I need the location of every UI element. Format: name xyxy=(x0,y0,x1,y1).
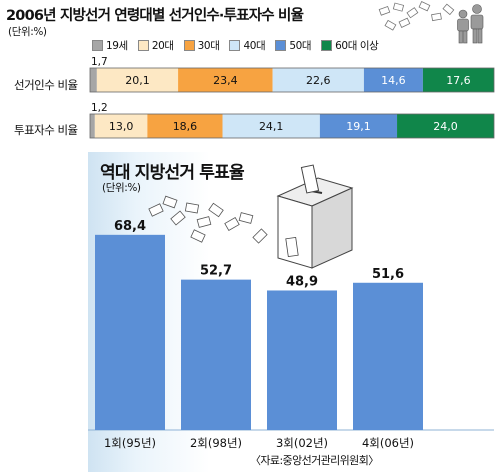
page-title: 2006년 지방선거 연령대별 선거인수·투표자수 비율 xyxy=(6,8,304,24)
legend-label-19: 19세 xyxy=(106,39,128,52)
turnout-value-label-3: 51,6 xyxy=(372,267,404,282)
stacked-label-r1-s2: 18,6 xyxy=(173,120,198,133)
stacked-label-r0-s0: 1,7 xyxy=(91,56,108,68)
turnout-bar-2 xyxy=(267,290,337,430)
legend: 19세 20대 30대 40대 50대 60대 이상 xyxy=(92,38,379,52)
stacked-label-r1-s5: 24,0 xyxy=(433,120,458,133)
stacked-row-outline-0 xyxy=(89,67,495,93)
turnout-category-label-0: 1회(95년) xyxy=(104,436,156,450)
legend-swatch-20s xyxy=(137,39,149,51)
stacked-segment-r0-s5 xyxy=(422,68,494,92)
legend-item-20s: 20대 xyxy=(137,38,174,52)
legend-item-30s: 30대 xyxy=(183,38,220,52)
legend-label-40s: 40대 xyxy=(243,39,266,52)
turnout-category-label-3: 4회(06년) xyxy=(362,436,414,450)
turnout-chart-title: 역대 지방선거 투표율 xyxy=(100,163,245,183)
legend-item-40s: 40대 xyxy=(229,38,266,52)
stacked-segment-r0-s3 xyxy=(272,68,364,92)
legend-swatch-60plus xyxy=(321,39,333,51)
stacked-bars: 1,7 20,1 23,4 22,6 14,6 17,6 1,213,0 18,6 24,1 19… xyxy=(89,56,495,139)
stacked-row-outline-1 xyxy=(89,113,495,139)
stacked-segment-r1-s2 xyxy=(147,114,223,138)
legend-swatch-19 xyxy=(92,39,103,51)
legend-swatch-30s xyxy=(183,39,195,51)
row-label-turnout: 투표자수 비율 xyxy=(14,123,78,137)
ballot-box-icon xyxy=(148,164,354,269)
stacked-label-r1-s4: 19,1 xyxy=(346,120,371,133)
stacked-label-r0-s2: 23,4 xyxy=(213,74,238,87)
stacked-segment-r0-s1 xyxy=(96,68,179,92)
stacked-label-r0-s4: 14,6 xyxy=(381,74,406,87)
stacked-segment-r1-s0 xyxy=(90,114,95,138)
stacked-segment-r1-s3 xyxy=(222,114,320,138)
top-unit-label: (단위:%) xyxy=(8,26,47,38)
turnout-bars: 68,4 1회(95년) 52,7 2회(98년) 48,9 3회(02년) 51,6 4회(… xyxy=(95,219,423,450)
stacked-segment-r1-s1 xyxy=(94,114,148,138)
stacked-label-r1-s3: 24,1 xyxy=(259,120,284,133)
bottom-unit-label: (단위:%) xyxy=(102,182,141,194)
legend-label-20s: 20대 xyxy=(151,39,174,52)
turnout-bar-0 xyxy=(95,234,165,430)
turnout-bar-3 xyxy=(353,282,423,430)
legend-swatch-40s xyxy=(229,39,241,51)
stacked-segment-r0-s0 xyxy=(90,68,97,92)
source-note: 〈자료:중앙선거관리위원회〉 xyxy=(250,454,379,467)
stacked-label-r0-s3: 22,6 xyxy=(306,74,331,87)
legend-item-60plus: 60대 이상 xyxy=(321,38,379,52)
turnout-category-label-1: 2회(98년) xyxy=(190,436,242,450)
stacked-label-r0-s5: 17,6 xyxy=(446,74,471,87)
stacked-segment-r0-s2 xyxy=(178,68,273,92)
turnout-value-label-0: 68,4 xyxy=(114,219,146,234)
legend-item-19: 19세 xyxy=(92,38,128,52)
stacked-label-r1-s0: 1,2 xyxy=(91,102,108,114)
legend-label-60plus: 60대 이상 xyxy=(335,39,379,52)
stacked-segment-r1-s4 xyxy=(319,114,398,138)
stacked-segment-r1-s5 xyxy=(397,114,494,138)
turnout-bar-1 xyxy=(181,279,251,430)
turnout-value-label-1: 52,7 xyxy=(200,264,232,279)
legend-item-50s: 50대 xyxy=(275,38,312,52)
legend-swatch-50s xyxy=(275,39,287,51)
legend-label-50s: 50대 xyxy=(289,39,312,52)
stacked-label-r1-s1: 13,0 xyxy=(109,120,134,133)
row-label-voters: 선거인수 비율 xyxy=(14,78,78,92)
stacked-segment-r0-s4 xyxy=(363,68,423,92)
turnout-value-label-2: 48,9 xyxy=(286,274,318,289)
voters-illustration-icon xyxy=(378,1,484,44)
turnout-category-label-2: 3회(02년) xyxy=(276,436,328,450)
legend-label-30s: 30대 xyxy=(197,39,220,52)
stacked-label-r0-s1: 20,1 xyxy=(125,74,150,87)
